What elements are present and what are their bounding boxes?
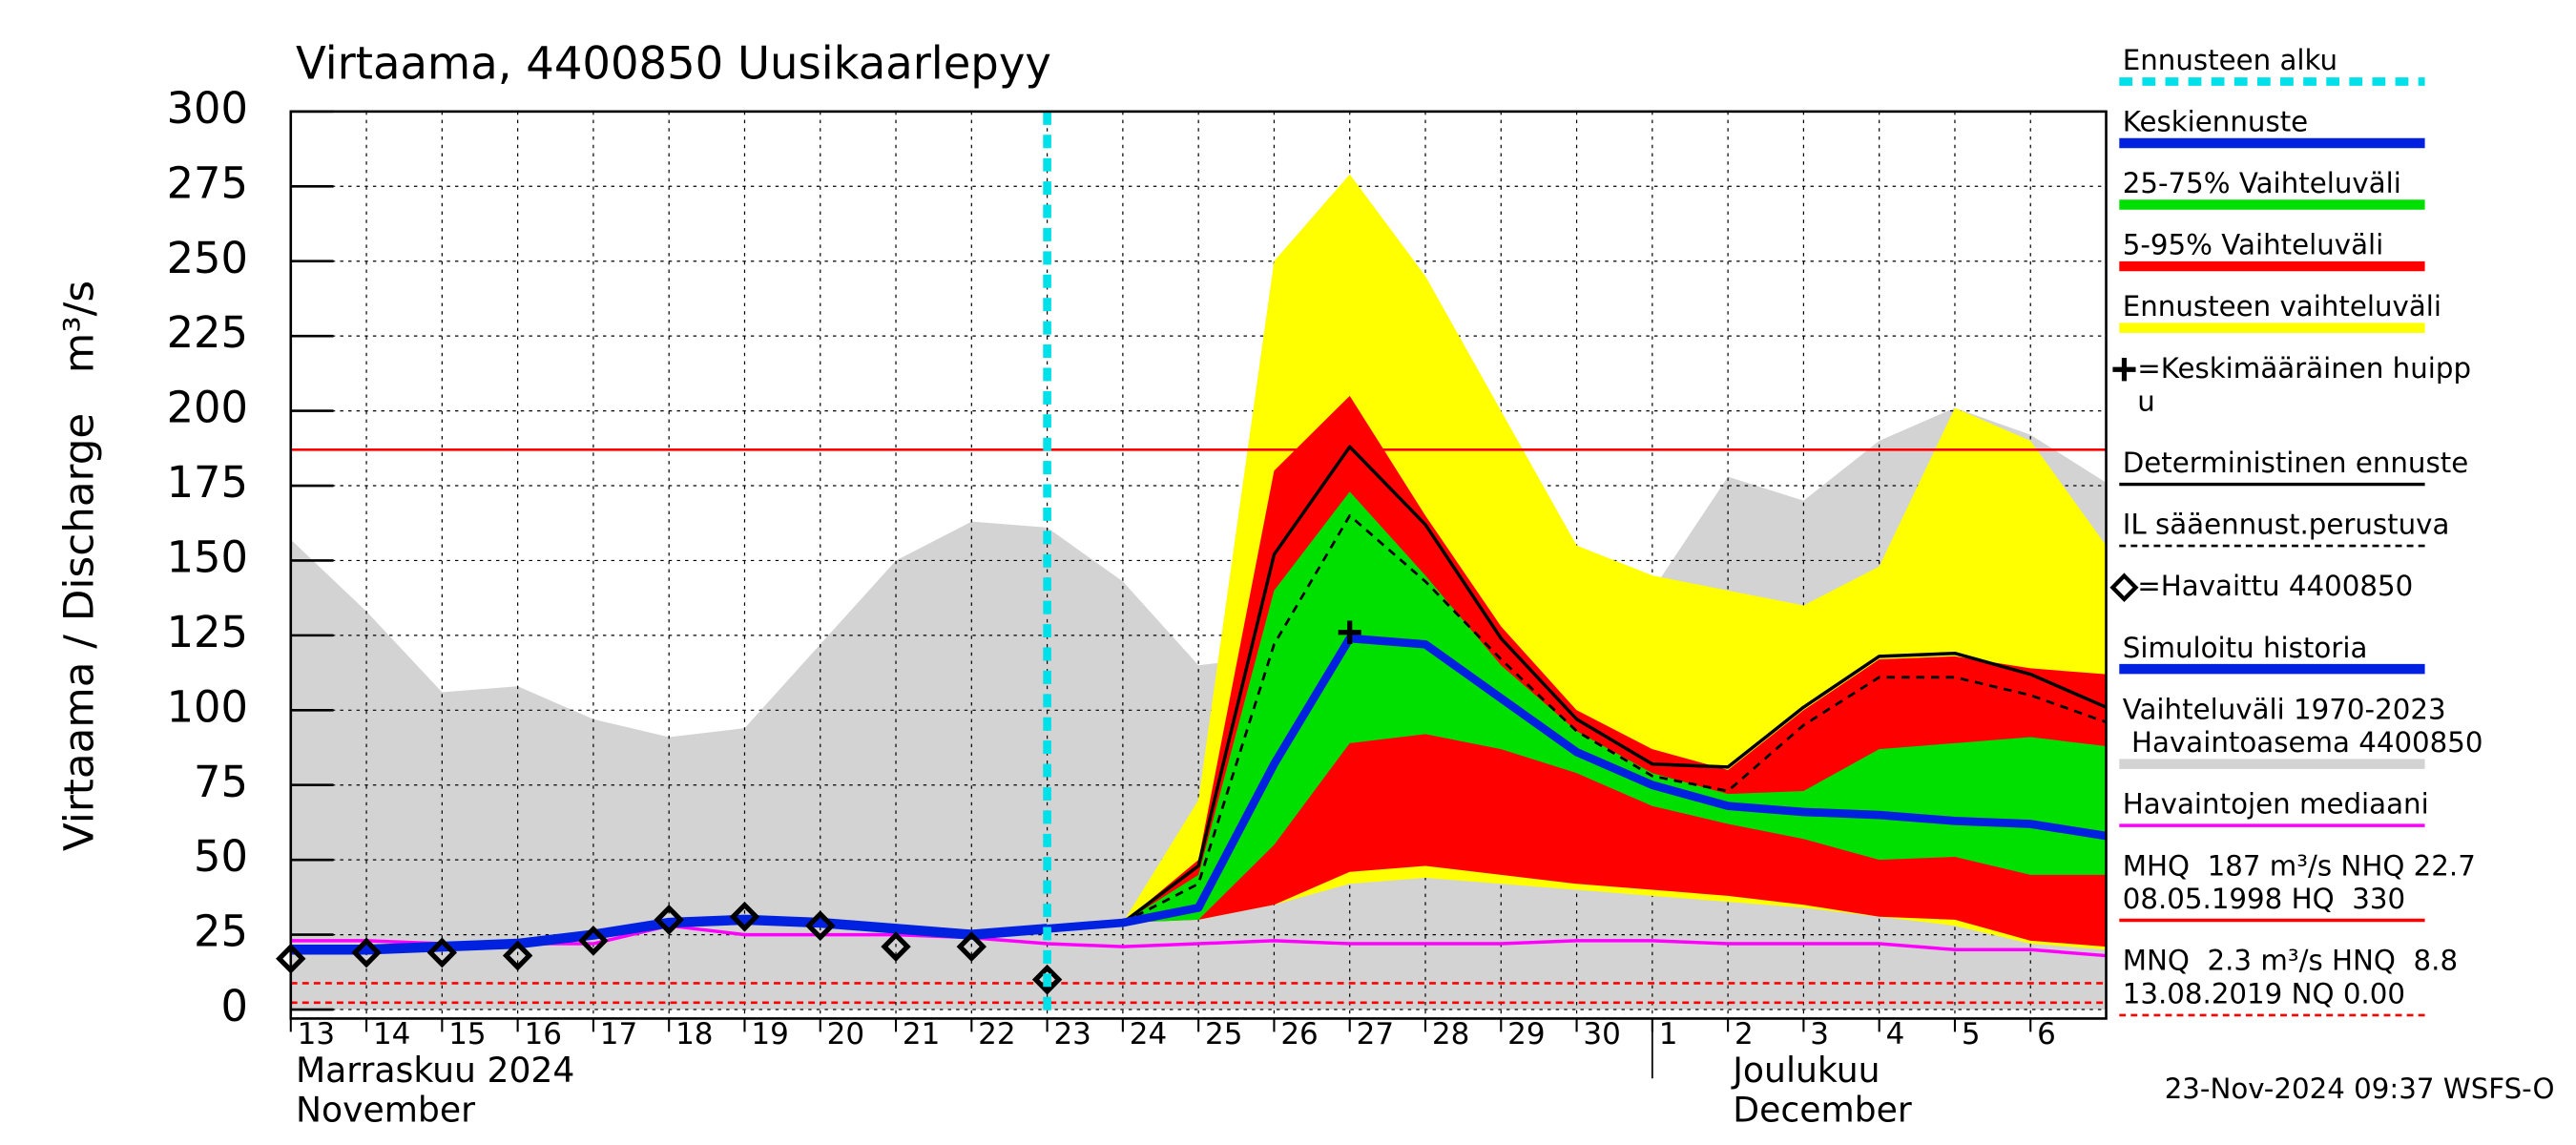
x-tick-label: 1: [1659, 1017, 1678, 1051]
y-axis-label: Virtaama / Discharge m³/s: [56, 281, 104, 851]
x-tick-label: 13: [298, 1017, 335, 1051]
x-tick-label: 26: [1280, 1017, 1318, 1051]
month-label: December: [1733, 1089, 1911, 1130]
series-line: [290, 914, 1048, 955]
y-tick-label: 250: [167, 233, 248, 283]
x-tick-label: 22: [978, 1017, 1015, 1051]
x-tick-label: 4: [1886, 1017, 1905, 1051]
observed-marker: [502, 940, 533, 971]
legend-label: Deterministinen ennuste: [2123, 447, 2468, 479]
legend-marker: [2112, 358, 2136, 382]
x-tick-label: 21: [903, 1017, 940, 1051]
x-tick-label: 29: [1507, 1017, 1545, 1051]
x-tick-label: 30: [1583, 1017, 1620, 1051]
x-tick-label: 25: [1205, 1017, 1242, 1051]
legend-label: =Keskimääräinen huipp: [2137, 352, 2471, 385]
x-tick-label: 27: [1357, 1017, 1394, 1051]
x-tick-label: 19: [751, 1017, 788, 1051]
legend-label: MHQ 187 m³/s NHQ 22.7: [2123, 849, 2476, 882]
series-line: [1047, 634, 2108, 933]
y-tick-label: 125: [167, 607, 248, 657]
y-tick-label: 225: [167, 307, 248, 358]
legend-label: 25-75% Vaihteluväli: [2123, 167, 2401, 199]
x-tick-label: 15: [448, 1017, 486, 1051]
x-tick-label: 2: [1735, 1017, 1754, 1051]
x-tick-label: 16: [525, 1017, 562, 1051]
legend-label: IL sääennust.perustuva: [2123, 509, 2450, 541]
x-tick-label: 6: [2037, 1017, 2056, 1051]
month-label: November: [296, 1089, 475, 1130]
legend-label: Havaintoasema 4400850: [2123, 726, 2483, 759]
y-tick-label: 75: [194, 757, 248, 807]
month-label: Marraskuu 2024: [296, 1050, 574, 1091]
x-tick-label: 28: [1432, 1017, 1469, 1051]
x-tick-label: 18: [675, 1017, 713, 1051]
legend-label: u: [2137, 385, 2155, 417]
observed-marker: [351, 937, 382, 968]
x-tick-label: 17: [600, 1017, 637, 1051]
observed-marker: [956, 931, 987, 963]
y-tick-label: 150: [167, 531, 248, 582]
series-line: [290, 924, 2107, 958]
y-tick-label: 200: [167, 382, 248, 432]
y-tick-label: 275: [167, 157, 248, 208]
footer: 23-Nov-2024 09:37 WSFS-O: [2165, 1072, 2555, 1105]
y-tick-label: 175: [167, 457, 248, 508]
legend-label: Simuloitu historia: [2123, 632, 2368, 664]
x-tick-label: 5: [1962, 1017, 1981, 1051]
x-tick-label: 24: [1130, 1017, 1167, 1051]
x-tick-label: 23: [1053, 1017, 1091, 1051]
legend-label: Ennusteen vaihteluväli: [2123, 290, 2441, 323]
chart-title: Virtaama, 4400850 Uusikaarlepyy: [296, 38, 1051, 90]
observed-marker: [654, 905, 684, 935]
month-label: Joulukuu: [1731, 1050, 1880, 1091]
y-tick-label: 0: [221, 981, 248, 1031]
x-tick-label: 14: [373, 1017, 410, 1051]
y-tick-label: 300: [167, 83, 248, 134]
y-tick-label: 50: [194, 831, 248, 882]
y-tick-label: 100: [167, 681, 248, 732]
observed-marker: [805, 910, 836, 942]
y-tick-label: 25: [194, 906, 248, 956]
legend-label: MNQ 2.3 m³/s HNQ 8.8: [2123, 945, 2458, 977]
observed-marker: [1031, 964, 1063, 995]
observed-marker: [426, 937, 458, 968]
observed-marker: [578, 925, 609, 956]
x-tick-label: 3: [1810, 1017, 1829, 1051]
legend-label: 5-95% Vaihteluväli: [2123, 229, 2384, 261]
observed-marker: [881, 931, 911, 963]
legend-label: =Havaittu 4400850: [2137, 570, 2413, 602]
series-line: [1122, 513, 2107, 925]
legend-marker: [2109, 572, 2139, 602]
peak-marker: [1338, 620, 1361, 644]
legend-label: 13.08.2019 NQ 0.00: [2123, 977, 2405, 1010]
observed-marker: [729, 901, 760, 932]
legend-label: Vaihteluväli 1970-2023: [2123, 693, 2446, 725]
legend-label: Havaintojen mediaani: [2123, 788, 2429, 821]
legend-label: 08.05.1998 HQ 330: [2123, 883, 2405, 915]
x-tick-label: 20: [827, 1017, 864, 1051]
legend-label: Ennusteen alku: [2123, 44, 2337, 76]
series-line: [1047, 445, 2108, 931]
legend-label: Keskiennuste: [2123, 105, 2308, 137]
